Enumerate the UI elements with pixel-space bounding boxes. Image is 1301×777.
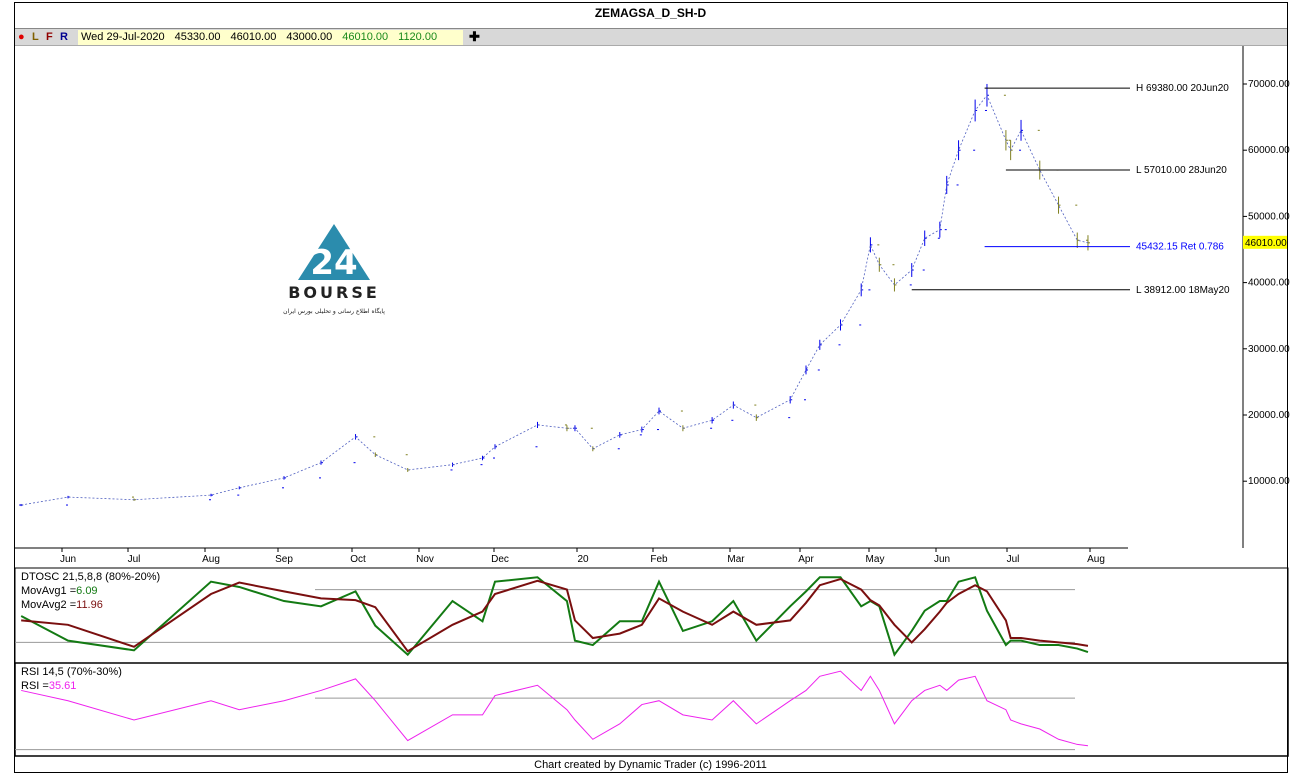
rsi-panel bbox=[14, 662, 1289, 757]
bar-high: 46010.00 bbox=[230, 31, 277, 43]
info-bar: ● L F R Wed 29-Jul-2020 45330.00 46010.00 4… bbox=[15, 28, 1287, 46]
bar-date: Wed 29-Jul-2020 bbox=[81, 31, 165, 43]
dtosc-panel bbox=[14, 567, 1289, 664]
bar-data-readout: Wed 29-Jul-2020 45330.00 46010.00 43000.00 4… bbox=[78, 30, 463, 45]
svg-text:BOURSE: BOURSE bbox=[288, 283, 380, 302]
level-label: L 57010.00 28Jun20 bbox=[1136, 165, 1227, 176]
svg-text:پایگاه اطلاع رسانی و تحلیلی بو: پایگاه اطلاع رسانی و تحلیلی بورس ایران bbox=[283, 307, 385, 315]
bar-low: 43000.00 bbox=[286, 31, 333, 43]
level-label: L 38912.00 18May20 bbox=[1136, 285, 1230, 296]
l-button[interactable]: L bbox=[32, 31, 39, 43]
x-tick-label: Dec bbox=[491, 554, 509, 565]
x-tick-label: Jul bbox=[1007, 554, 1020, 565]
price-bar bbox=[804, 365, 808, 401]
x-tick-label: Jul bbox=[128, 554, 141, 565]
x-tick-label: Feb bbox=[650, 554, 668, 565]
rsi-label: RSI = bbox=[21, 680, 49, 692]
price-bar bbox=[944, 175, 949, 231]
movavg1-legend: MovAvg1 =6.09 bbox=[21, 585, 98, 598]
x-tick-label: Mar bbox=[727, 554, 745, 565]
price-bar bbox=[209, 493, 213, 501]
record-dot-icon[interactable]: ● bbox=[18, 31, 25, 43]
movavg1-value: 6.09 bbox=[76, 585, 98, 597]
price-bar bbox=[868, 237, 873, 291]
movavg2-label: MovAvg2 = bbox=[21, 599, 77, 611]
svg-text:24: 24 bbox=[310, 243, 357, 283]
price-bar bbox=[1019, 119, 1024, 151]
price-bar bbox=[132, 496, 136, 501]
bar-volume: 1120.00 bbox=[398, 31, 438, 43]
last-price-label: 46010.00 bbox=[1245, 238, 1287, 249]
x-tick-label: Aug bbox=[202, 554, 220, 565]
y-tick-label: 70000.00 bbox=[1248, 79, 1290, 90]
bar-open: 45330.00 bbox=[174, 31, 221, 43]
y-tick-label: 10000.00 bbox=[1248, 476, 1290, 487]
price-bar bbox=[353, 434, 358, 464]
price-bar bbox=[877, 244, 882, 272]
plus-icon[interactable]: ✚ bbox=[469, 29, 480, 44]
f-button[interactable]: F bbox=[46, 31, 53, 43]
price-bar bbox=[922, 230, 927, 271]
x-tick-label: Jun bbox=[60, 554, 76, 565]
x-tick-label: Jun bbox=[934, 554, 950, 565]
chart-title: ZEMAGSA_D_SH-D bbox=[594, 6, 707, 20]
y-tick-label: 40000.00 bbox=[1248, 278, 1290, 289]
price-bar bbox=[838, 319, 843, 346]
dtosc-movavg2-line bbox=[21, 577, 1089, 653]
footer-credit: Chart created by Dynamic Trader (c) 1996… bbox=[534, 759, 767, 771]
price-bar bbox=[973, 99, 978, 151]
rsi-legend: RSI =35.61 bbox=[21, 680, 76, 693]
price-bar bbox=[480, 455, 485, 466]
y-tick-label: 20000.00 bbox=[1248, 410, 1290, 421]
price-bar bbox=[639, 426, 644, 436]
price-bar bbox=[1003, 94, 1008, 151]
price-path bbox=[21, 94, 1089, 506]
dtosc-movavg1-line bbox=[20, 576, 1089, 657]
price-bar bbox=[590, 427, 595, 452]
bar-close: 46010.00 bbox=[342, 31, 389, 43]
price-bar bbox=[892, 264, 897, 292]
price-bar bbox=[450, 462, 455, 471]
x-tick-label: Apr bbox=[798, 554, 814, 565]
price-bar bbox=[731, 401, 736, 421]
bourse24-logo: 24 BOURSE پایگاه اطلاع رسانی و تحلیلی بو… bbox=[270, 222, 400, 317]
y-tick-label: 50000.00 bbox=[1248, 211, 1290, 222]
price-bar bbox=[657, 407, 661, 431]
x-tick-label: 20 bbox=[577, 554, 589, 565]
x-tick-label: Aug bbox=[1087, 554, 1105, 565]
last-price-badge bbox=[1243, 235, 1287, 249]
y-tick-label: 30000.00 bbox=[1248, 344, 1290, 355]
chart-window bbox=[14, 2, 1288, 773]
price-bar bbox=[817, 339, 822, 371]
price-bar bbox=[535, 421, 540, 448]
y-tick-label: 60000.00 bbox=[1248, 145, 1290, 156]
r-button[interactable]: R bbox=[60, 31, 68, 43]
level-label: H 69380.00 20Jun20 bbox=[1136, 83, 1229, 94]
x-tick-label: Sep bbox=[275, 554, 293, 565]
level-label: 45432.15 Ret 0.786 bbox=[1136, 242, 1224, 253]
movavg1-label: MovAvg1 = bbox=[21, 585, 77, 597]
price-bar bbox=[373, 436, 378, 458]
rsi-title: RSI 14,5 (70%-30%) bbox=[21, 666, 122, 678]
x-tick-label: Oct bbox=[350, 554, 366, 565]
movavg2-value: 11.96 bbox=[76, 599, 103, 611]
dtosc-title: DTOSC 21,5,8,8 (80%-20%) bbox=[21, 571, 161, 583]
x-tick-label: May bbox=[866, 554, 885, 565]
price-bar bbox=[1075, 204, 1080, 248]
movavg2-legend: MovAvg2 =11.96 bbox=[21, 599, 103, 612]
price-bar bbox=[754, 404, 759, 421]
price-bar bbox=[710, 417, 715, 429]
rsi-value: 35.61 bbox=[48, 680, 77, 692]
price-bar bbox=[956, 140, 961, 186]
x-tick-label: Nov bbox=[416, 554, 434, 565]
rsi-rsi-line bbox=[21, 670, 1089, 747]
